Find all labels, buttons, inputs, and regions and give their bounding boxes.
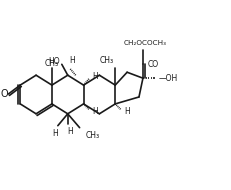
Text: H: H <box>92 72 98 81</box>
Text: H: H <box>67 127 73 136</box>
Text: H: H <box>52 129 58 138</box>
Text: H: H <box>69 56 75 65</box>
Text: CH₃: CH₃ <box>45 59 59 68</box>
Text: CH₃: CH₃ <box>99 56 113 65</box>
Text: CO: CO <box>148 60 159 69</box>
Text: H: H <box>92 107 98 116</box>
Text: H: H <box>124 107 130 116</box>
Text: —OH: —OH <box>159 74 178 83</box>
Text: O: O <box>1 89 8 99</box>
Text: CH₂OCOCH₃: CH₂OCOCH₃ <box>123 40 166 46</box>
Text: HO: HO <box>48 57 60 66</box>
Text: CH₃: CH₃ <box>85 131 100 140</box>
